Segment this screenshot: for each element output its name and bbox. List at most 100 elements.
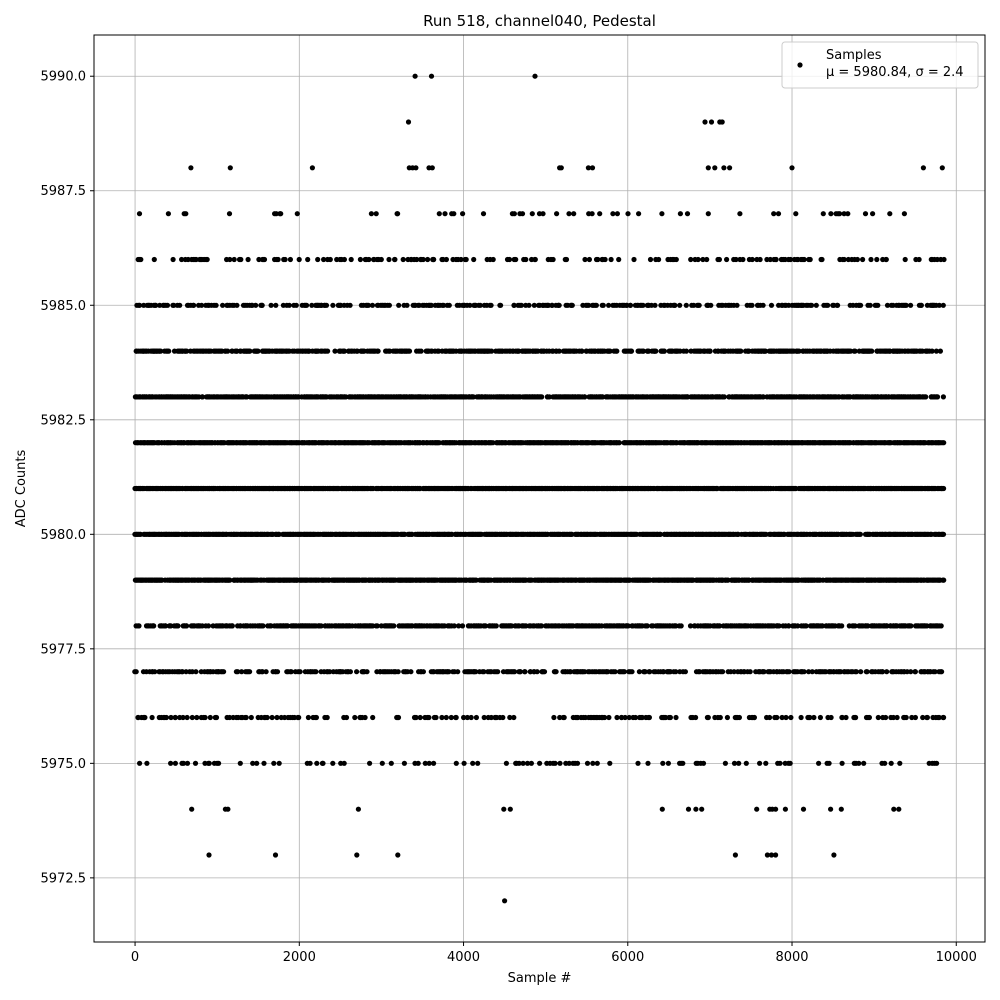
data-point <box>189 669 195 675</box>
data-point <box>395 714 402 721</box>
data-point <box>269 714 275 721</box>
data-point <box>473 714 479 721</box>
data-point <box>194 714 200 721</box>
data-point <box>731 669 737 675</box>
data-point <box>843 714 849 721</box>
data-point <box>330 760 336 766</box>
data-point <box>285 623 291 629</box>
data-point <box>908 669 914 675</box>
data-point <box>250 760 256 766</box>
data-point <box>940 394 947 400</box>
data-point <box>227 714 233 721</box>
data-point <box>263 669 269 675</box>
data-point <box>448 714 454 721</box>
data-point <box>864 669 870 675</box>
data-point <box>909 714 915 721</box>
data-point <box>665 760 672 766</box>
data-point <box>184 714 190 721</box>
data-point <box>433 714 439 721</box>
data-point <box>453 714 459 721</box>
data-point <box>318 623 324 629</box>
data-point <box>151 623 157 629</box>
data-point <box>574 760 581 766</box>
data-point <box>767 714 773 721</box>
data-point <box>517 669 523 675</box>
data-point <box>626 714 632 721</box>
data-point <box>207 714 213 721</box>
data-point <box>839 623 845 629</box>
data-point <box>725 577 731 583</box>
data-point <box>274 669 281 675</box>
data-point <box>920 714 926 721</box>
data-point <box>401 760 407 766</box>
data-point <box>511 669 518 675</box>
data-point <box>461 714 467 721</box>
data-point <box>934 760 940 766</box>
data-point <box>168 714 174 721</box>
data-point <box>227 577 233 583</box>
data-point <box>243 714 249 721</box>
data-point <box>534 669 540 675</box>
data-point <box>453 760 459 766</box>
data-point <box>903 714 909 721</box>
data-point <box>464 714 470 721</box>
data-point <box>482 623 489 629</box>
data-point <box>602 714 608 721</box>
data-point <box>388 760 394 766</box>
data-point <box>431 760 437 766</box>
data-point <box>616 440 623 446</box>
data-point <box>276 531 282 537</box>
data-point <box>259 669 266 675</box>
data-point <box>731 760 738 766</box>
data-point <box>584 760 591 766</box>
data-point <box>924 714 931 721</box>
data-point <box>538 623 545 629</box>
data-point <box>213 714 220 721</box>
data-point <box>811 714 817 721</box>
data-point <box>507 714 513 721</box>
data-point <box>261 760 267 766</box>
data-point <box>673 714 679 721</box>
data-point <box>327 669 333 675</box>
data-point <box>142 714 148 721</box>
data-point <box>379 760 385 766</box>
data-point <box>724 714 731 721</box>
data-point <box>761 669 767 675</box>
data-point <box>561 714 567 721</box>
data-point <box>861 760 867 766</box>
data-point <box>144 760 150 766</box>
data-point <box>446 669 452 675</box>
data-point <box>313 669 319 675</box>
data-point <box>717 714 723 721</box>
data-point <box>297 669 303 675</box>
data-point <box>202 714 208 721</box>
data-point <box>938 623 944 629</box>
data-point <box>936 714 942 721</box>
data-point <box>856 760 862 766</box>
data-point <box>751 714 757 721</box>
data-point <box>923 394 929 400</box>
data-point <box>341 760 347 766</box>
data-point <box>644 623 650 629</box>
data-point <box>347 669 353 675</box>
data-point <box>343 714 350 721</box>
data-point <box>152 669 158 675</box>
data-point <box>288 669 294 675</box>
data-point <box>774 714 780 721</box>
data-point <box>149 714 155 721</box>
data-point <box>888 760 894 766</box>
data-point <box>354 669 360 675</box>
data-point <box>934 394 941 400</box>
data-point <box>880 669 886 675</box>
data-point <box>801 669 807 675</box>
data-point <box>180 760 187 766</box>
data-point <box>137 760 143 766</box>
data-point <box>806 669 812 675</box>
data-point <box>180 714 186 721</box>
data-point <box>183 669 189 675</box>
data-point <box>693 714 699 721</box>
data-point <box>680 760 686 766</box>
data-point <box>260 623 266 629</box>
data-point <box>941 714 947 721</box>
data-point <box>857 531 864 537</box>
